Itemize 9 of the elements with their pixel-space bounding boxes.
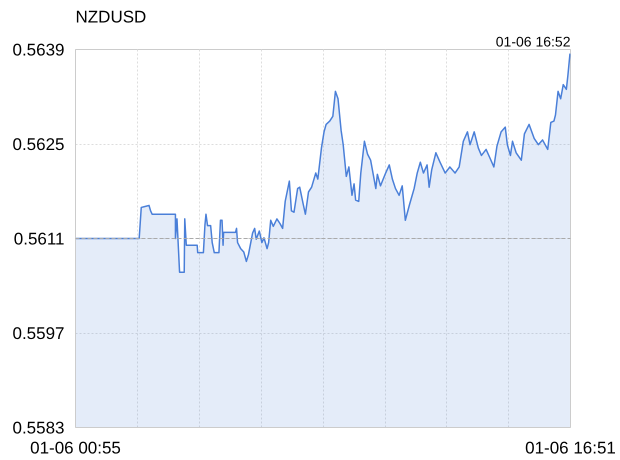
y-tick-label: 0.5625 <box>12 135 65 154</box>
y-tick-label: 0.5639 <box>12 40 65 60</box>
x-tick-label: 01-06 16:51 <box>525 438 616 458</box>
text: 01-06 16:52 <box>496 34 571 50</box>
y-tick-label: 0.5611 <box>14 230 64 248</box>
x-tick-label: 01-06 00:55 <box>30 438 121 458</box>
chart-title: NZDUSD <box>76 8 146 26</box>
y-tick-label: 0.5597 <box>12 324 65 343</box>
y-tick-label: 0.5583 <box>12 418 65 438</box>
